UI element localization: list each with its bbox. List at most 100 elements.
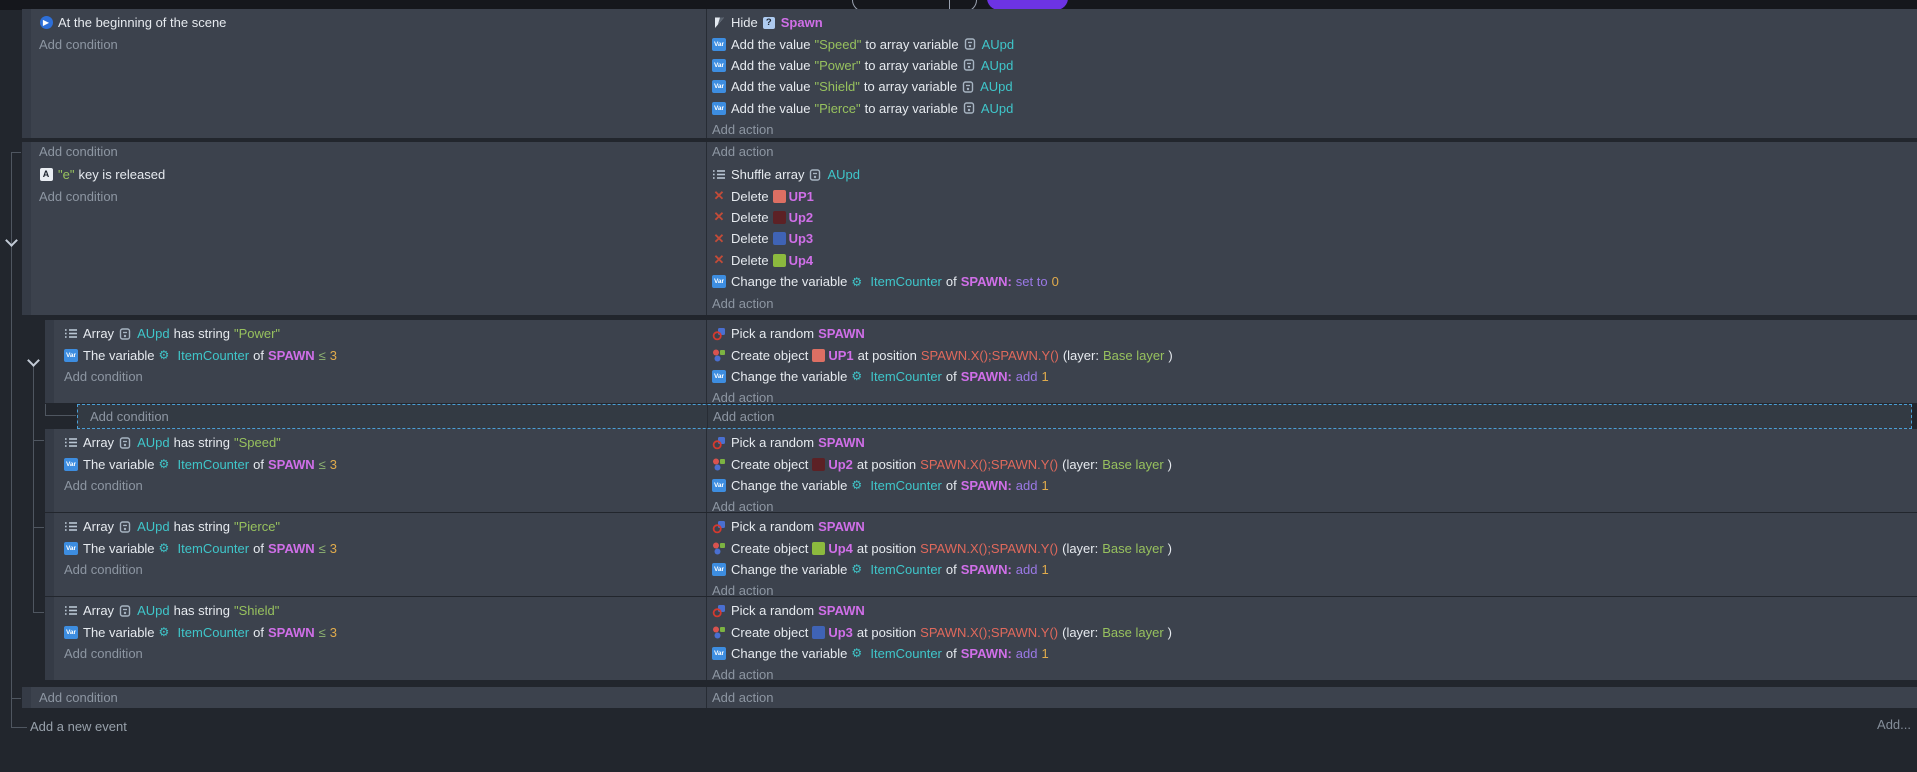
tree-guide-line — [11, 698, 21, 699]
add-condition-button[interactable]: Add condition — [39, 142, 706, 161]
selected-empty-sub-event[interactable]: Add condition Add action — [77, 404, 1912, 429]
text: of — [253, 456, 264, 472]
placeholder-label[interactable]: Add condition — [64, 561, 143, 577]
up2-color-swatch — [772, 210, 786, 224]
action-row[interactable]: ✕ Delete Up2 — [712, 207, 1917, 228]
action-row[interactable]: Create object Up3 at position SPAWN.X();SPA… — [712, 621, 1917, 642]
placeholder-label[interactable]: Add action — [712, 583, 774, 599]
action-row[interactable]: Var Add the value "Pierce" to array variabl… — [712, 98, 1917, 119]
condition-row[interactable]: A "e" key is released — [39, 164, 706, 185]
placeholder-label[interactable]: Add action — [712, 144, 774, 159]
placeholder-label[interactable]: Add condition — [39, 36, 118, 52]
condition-row[interactable]: Array AUpd has string "Power" — [64, 323, 706, 344]
event-block[interactable]: Array AUpd has string "Power" Var The variabl… — [45, 320, 1917, 405]
text: Add the value — [731, 57, 811, 73]
add-action-button[interactable]: Add action — [712, 687, 1917, 708]
placeholder-label[interactable]: Add action — [712, 295, 774, 311]
action-row[interactable]: ✕ Delete Up3 — [712, 228, 1917, 249]
add-condition-button[interactable]: Add condition — [39, 185, 706, 206]
delete-icon: ✕ — [713, 188, 725, 204]
action-row[interactable]: Var Change the variable ⚙ ItemCounter of SPAW… — [712, 271, 1917, 292]
placeholder-label[interactable]: Add condition — [39, 188, 118, 204]
variable-icon: Var — [64, 541, 78, 555]
placeholder-label[interactable]: Add action — [712, 667, 774, 683]
action-row[interactable]: Var Change the variable ⚙ ItemCounter of SPAW… — [712, 643, 1917, 664]
action-row[interactable]: Var Change the variable ⚙ ItemCounter of SPAW… — [712, 559, 1917, 580]
action-row[interactable]: Var Change the variable ⚙ ItemCounter of SPAW… — [712, 366, 1917, 387]
condition-row[interactable]: Var The variable ⚙ ItemCounter of SPAWN ≤3 — [64, 621, 706, 642]
variable-icon: Var — [712, 275, 726, 289]
action-row[interactable]: ✕ Delete UP1 — [712, 185, 1917, 206]
action-row[interactable]: Pick a random SPAWN — [712, 600, 1917, 621]
add-action-button[interactable]: Add action — [713, 405, 1911, 428]
action-row[interactable]: Create object UP1 at position SPAWN.X();SPA… — [712, 344, 1917, 365]
placeholder-label[interactable]: Add condition — [64, 645, 143, 661]
add-condition-button[interactable]: Add condition — [64, 366, 706, 387]
action-row[interactable]: Var Add the value "Shield" to array variabl… — [712, 76, 1917, 97]
placeholder-label[interactable]: Add action — [712, 499, 774, 515]
event-block[interactable]: Array AUpd has string "Pierce" Var The variab… — [45, 513, 1917, 598]
action-row[interactable]: Shuffle array AUpd — [712, 164, 1917, 185]
placeholder-label[interactable]: Add condition — [39, 690, 118, 705]
condition-row[interactable]: Var The variable ⚙ ItemCounter of SPAWN ≤3 — [64, 453, 706, 474]
add-new-event-button[interactable]: Add a new event — [30, 719, 127, 734]
action-row[interactable]: Var Change the variable ⚙ ItemCounter of SPAW… — [712, 475, 1917, 496]
action-row[interactable]: Pick a random SPAWN — [712, 432, 1917, 453]
placeholder-label[interactable]: Add action — [712, 390, 774, 406]
action-row[interactable]: Var Add the value "Speed" to array variable… — [712, 33, 1917, 54]
add-action-button[interactable]: Add action — [712, 664, 1917, 685]
event-block[interactable]: ▶ At the beginning of the scene Add condit… — [22, 9, 1917, 138]
action-row[interactable]: Hide? Spawn — [712, 12, 1917, 33]
action-row[interactable]: Create object Up4 at position SPAWN.X();SPA… — [712, 537, 1917, 558]
condition-row[interactable]: Array AUpd has string "Pierce" — [64, 516, 706, 537]
add-condition-button[interactable]: Add condition — [90, 405, 707, 428]
event-block[interactable]: Array AUpd has string "Speed" Var The variabl… — [45, 429, 1917, 514]
tree-guide-line — [33, 366, 34, 613]
tree-guide-line — [33, 440, 44, 441]
add-action-button[interactable]: Add action — [712, 496, 1917, 517]
chevron-down-icon[interactable] — [27, 354, 40, 367]
variable-icon: Var — [64, 457, 78, 471]
text: of — [253, 347, 264, 363]
text: Change the variable — [731, 561, 848, 577]
add-more-button[interactable]: Add... — [1877, 717, 1911, 732]
event-block[interactable]: Array AUpd has string "Shield" Var The variab… — [45, 597, 1917, 682]
add-condition-button[interactable]: Add condition — [64, 643, 706, 664]
add-action-button[interactable]: Add action — [712, 119, 1917, 140]
condition-row[interactable]: Var The variable ⚙ ItemCounter of SPAWN ≤3 — [64, 537, 706, 558]
placeholder-label[interactable]: Add condition — [39, 144, 118, 159]
variable-name: ItemCounter — [177, 456, 250, 472]
empty-event-row[interactable]: Add condition Add action — [22, 687, 1917, 708]
add-action-button[interactable]: Add action — [712, 292, 1917, 313]
condition-row[interactable]: Array AUpd has string "Speed" — [64, 432, 706, 453]
action-row[interactable]: ✕ Delete Up4 — [712, 250, 1917, 271]
placeholder-label[interactable]: Add condition — [64, 368, 143, 384]
chevron-down-icon[interactable] — [5, 234, 18, 247]
event-block[interactable]: A "e" key is released Add condition Shuffle … — [22, 161, 1917, 315]
placeholder-label[interactable]: Add action — [713, 409, 775, 424]
action-row[interactable]: Create object Up2 at position SPAWN.X();SPA… — [712, 453, 1917, 474]
tree-guide-line — [11, 152, 12, 728]
condition-row[interactable]: ▶ At the beginning of the scene — [39, 12, 706, 33]
variable-icon: Var — [712, 369, 726, 383]
placeholder-label[interactable]: Add condition — [90, 409, 169, 424]
action-row[interactable]: Pick a random SPAWN — [712, 323, 1917, 344]
placeholder-label[interactable]: Add condition — [64, 477, 143, 493]
add-action-button[interactable]: Add action — [712, 580, 1917, 601]
action-row[interactable]: Var Add the value "Power" to array variable… — [712, 55, 1917, 76]
placeholder-label[interactable]: Add action — [712, 122, 774, 138]
conditions-column: A "e" key is released Add condition — [22, 161, 706, 315]
add-condition-button[interactable]: Add condition — [39, 687, 706, 708]
condition-row[interactable]: Var The variable ⚙ ItemCounter of SPAWN ≤3 — [64, 344, 706, 365]
text: Array — [83, 519, 115, 535]
add-action-button[interactable]: Add action — [712, 387, 1917, 408]
add-condition-button[interactable]: Add condition — [64, 475, 706, 496]
empty-event-row[interactable]: Add condition Add action — [22, 142, 1917, 161]
placeholder-label[interactable]: Add action — [712, 690, 774, 705]
add-action-button[interactable]: Add action — [712, 142, 1917, 161]
action-row[interactable]: Pick a random SPAWN — [712, 516, 1917, 537]
condition-row[interactable]: Array AUpd has string "Shield" — [64, 600, 706, 621]
toolbar-primary-button[interactable] — [987, 0, 1068, 10]
add-condition-button[interactable]: Add condition — [39, 33, 706, 54]
add-condition-button[interactable]: Add condition — [64, 559, 706, 580]
